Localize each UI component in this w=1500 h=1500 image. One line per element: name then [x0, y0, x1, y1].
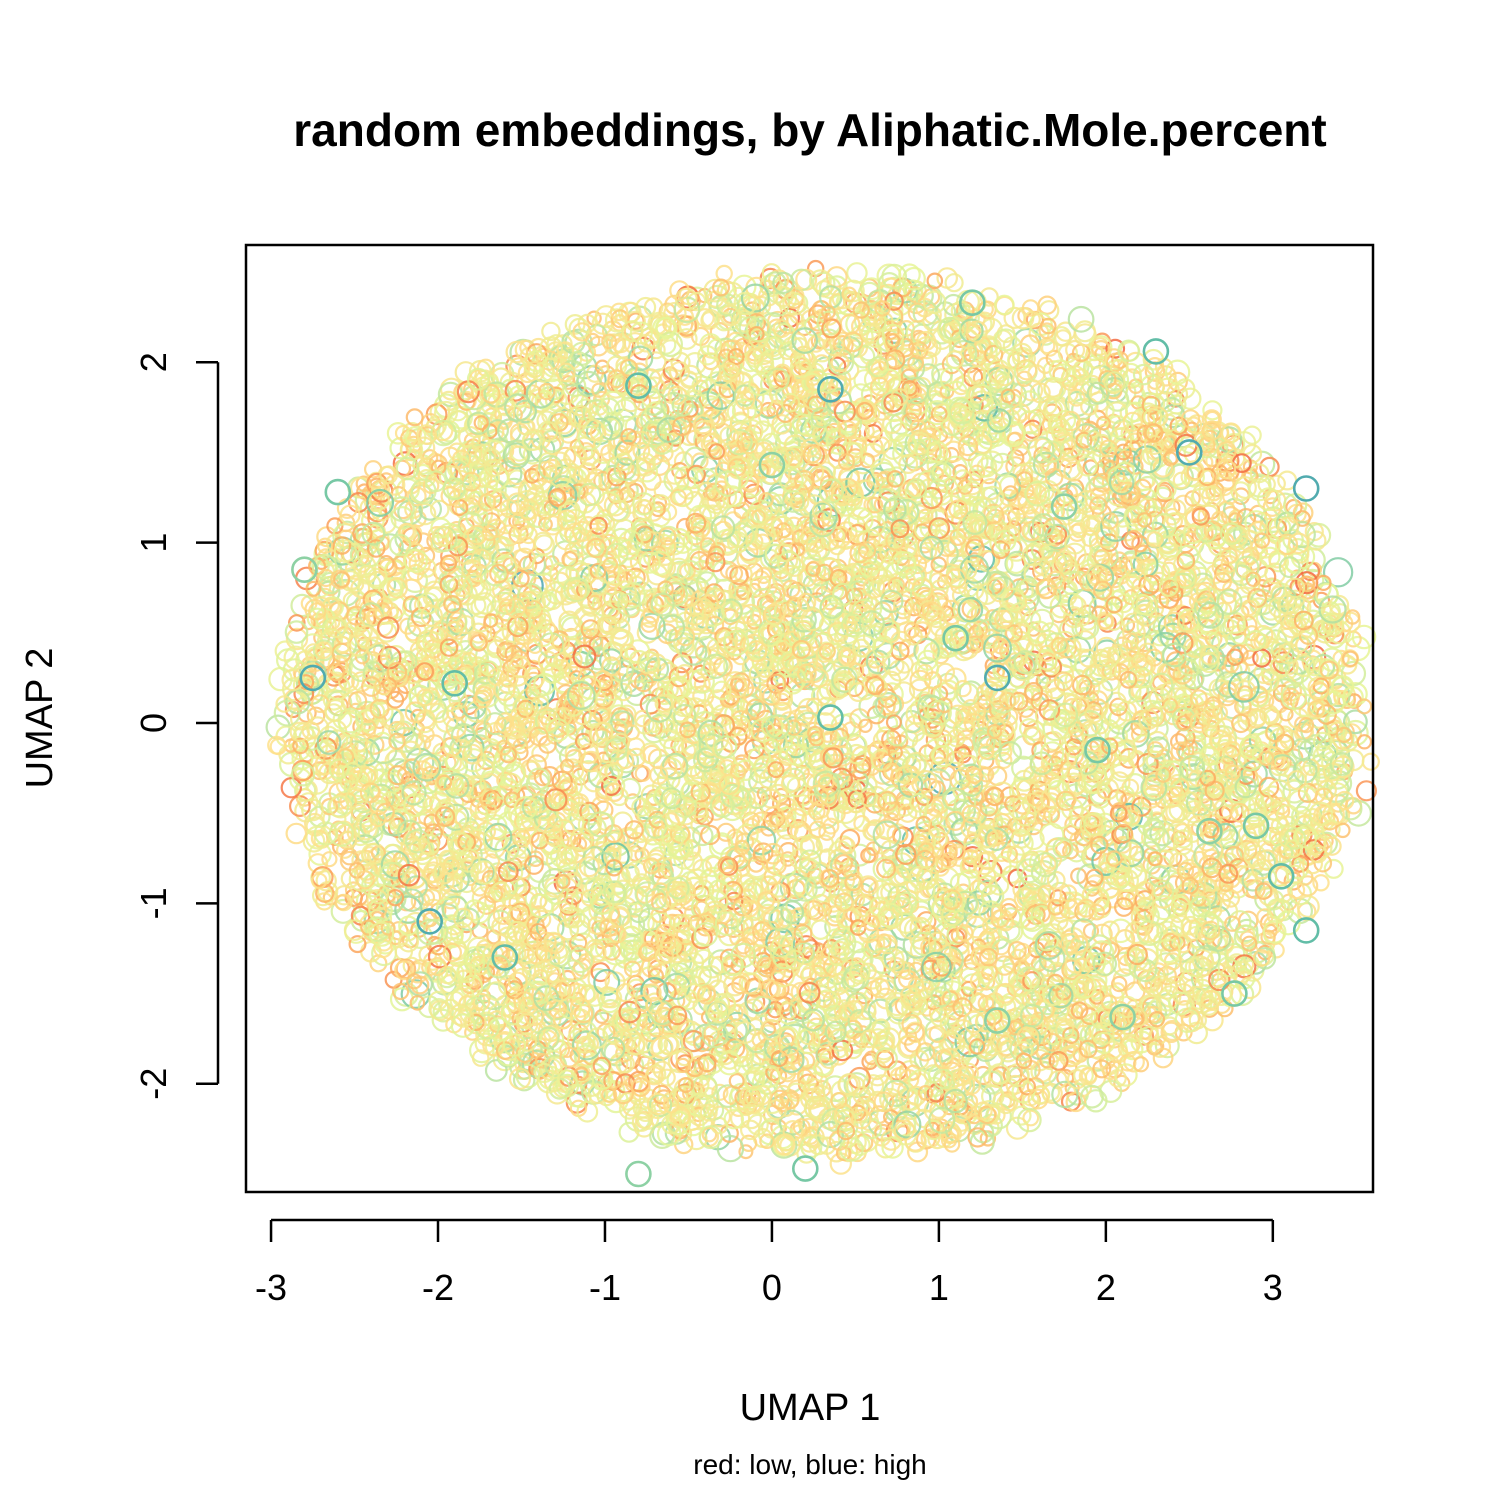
data-point: [716, 822, 736, 842]
data-point: [285, 627, 309, 651]
data-point: [561, 627, 581, 647]
chart-title: random embeddings, by Aliphatic.Mole.per…: [293, 104, 1326, 156]
points-layer: [265, 259, 1380, 1188]
data-point: [1108, 918, 1133, 944]
data-point: [846, 262, 868, 284]
data-point: [1361, 752, 1380, 771]
